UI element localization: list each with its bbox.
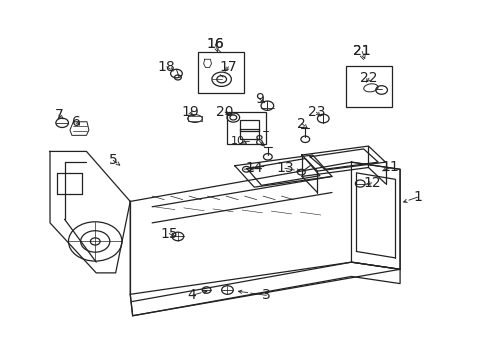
Text: 4: 4 bbox=[187, 288, 196, 302]
Text: 11: 11 bbox=[381, 161, 398, 175]
Text: 18: 18 bbox=[158, 60, 175, 74]
Text: 19: 19 bbox=[181, 105, 199, 119]
Text: 8: 8 bbox=[254, 134, 263, 148]
Bar bbox=[239, 120, 259, 131]
Text: 2: 2 bbox=[297, 117, 305, 131]
Text: 12: 12 bbox=[362, 176, 380, 190]
Text: 14: 14 bbox=[245, 161, 263, 175]
Text: 22: 22 bbox=[360, 71, 377, 85]
Text: 9: 9 bbox=[254, 91, 263, 105]
Text: 21: 21 bbox=[353, 44, 370, 58]
Text: 20: 20 bbox=[216, 105, 233, 119]
Text: 15: 15 bbox=[160, 226, 178, 240]
Bar bbox=[227, 112, 266, 144]
Text: 1: 1 bbox=[412, 190, 421, 204]
Text: 10: 10 bbox=[230, 136, 244, 146]
Bar bbox=[239, 129, 259, 139]
Text: 6: 6 bbox=[72, 115, 81, 129]
Text: 17: 17 bbox=[219, 60, 237, 74]
Bar bbox=[198, 52, 244, 93]
Text: 7: 7 bbox=[54, 108, 63, 122]
Text: 23: 23 bbox=[307, 105, 325, 119]
Text: 5: 5 bbox=[109, 153, 117, 167]
Bar bbox=[345, 66, 391, 107]
Text: 3: 3 bbox=[262, 288, 270, 302]
Text: 21: 21 bbox=[353, 44, 370, 58]
Text: 16: 16 bbox=[206, 37, 224, 51]
Text: 13: 13 bbox=[276, 161, 293, 175]
Text: 16: 16 bbox=[206, 37, 224, 51]
